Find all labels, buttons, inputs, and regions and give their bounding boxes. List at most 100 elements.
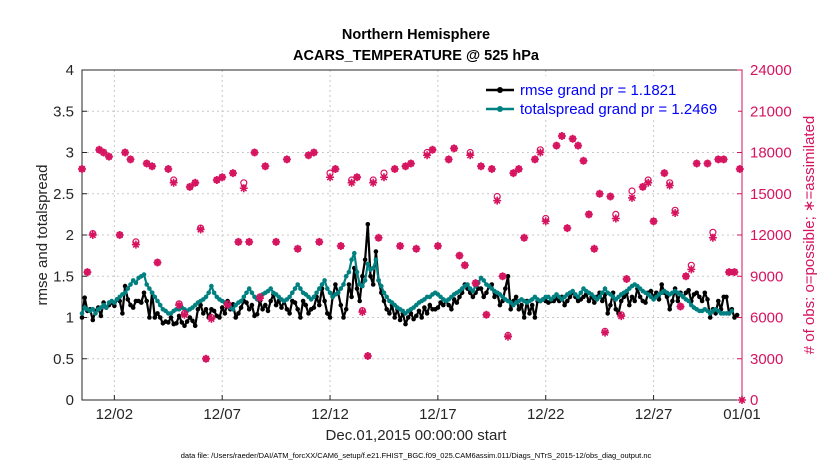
- data-point-totalspread: [209, 283, 214, 289]
- marker-obs-assimilated: [250, 148, 259, 157]
- data-point-totalspread: [360, 283, 365, 289]
- data-point-rmse: [120, 311, 125, 316]
- data-point-rmse: [481, 294, 487, 300]
- data-point-totalspread: [125, 286, 131, 291]
- data-point-rmse: [667, 307, 672, 312]
- data-point-rmse: [613, 307, 619, 312]
- left-tick-label: 0: [66, 392, 74, 409]
- data-point-totalspread: [338, 286, 344, 291]
- marker-obs-assimilated: [725, 268, 734, 277]
- data-point-rmse: [605, 311, 610, 316]
- marker-obs-assimilated: [121, 148, 130, 157]
- data-point-totalspread: [133, 280, 139, 286]
- series-obs-assimilated: [78, 132, 746, 404]
- data-point-rmse: [244, 300, 249, 305]
- data-point-rmse: [675, 298, 681, 304]
- data-point-rmse: [141, 290, 147, 296]
- data-point-rmse: [182, 323, 187, 329]
- data-point-totalspread: [311, 294, 317, 300]
- data-point-rmse: [503, 286, 508, 291]
- marker-obs-assimilated: [622, 275, 631, 283]
- marker-obs-assimilated: [579, 156, 588, 165]
- data-point-rmse: [562, 302, 567, 308]
- data-point-totalspread: [578, 290, 584, 296]
- data-point-totalspread: [144, 282, 149, 287]
- left-tick-label: 1: [66, 310, 74, 327]
- data-point-totalspread: [90, 307, 96, 312]
- marker-obs-assimilated: [557, 132, 566, 140]
- x-axis-label: Dec.01,2015 00:00:00 start: [326, 427, 508, 444]
- data-point-rmse: [516, 307, 522, 312]
- marker-obs-assimilated: [574, 141, 583, 150]
- marker-obs-assimilated: [374, 233, 383, 242]
- x-tick-label: 12/27: [635, 406, 673, 423]
- marker-obs-assimilated: [148, 162, 157, 171]
- data-point-rmse: [702, 290, 708, 296]
- data-point-rmse: [211, 308, 217, 314]
- marker-obs-assimilated: [541, 217, 550, 226]
- marker-obs-assimilated: [99, 148, 108, 157]
- data-point-totalspread: [729, 308, 735, 314]
- right-tick-label: 21000: [750, 103, 792, 120]
- right-tick-label: 6000: [750, 310, 783, 327]
- data-point-rmse: [441, 302, 446, 308]
- data-point-rmse: [618, 298, 624, 304]
- left-tick-label: 0.5: [53, 351, 74, 368]
- marker-obs-assimilated: [255, 294, 264, 303]
- data-point-rmse: [300, 298, 306, 304]
- left-tick-label: 3: [66, 145, 74, 162]
- data-point-rmse: [203, 307, 209, 312]
- data-point-rmse: [311, 305, 317, 310]
- data-point-rmse: [627, 302, 632, 308]
- marker-obs-assimilated: [304, 151, 313, 160]
- marker-obs-assimilated: [363, 352, 372, 360]
- marker-obs-assimilated: [493, 196, 502, 205]
- marker-obs-assimilated: [595, 189, 604, 198]
- marker-obs-assimilated: [212, 176, 221, 184]
- data-point-rmse: [357, 298, 363, 304]
- marker-obs-assimilated: [169, 178, 178, 187]
- data-point-totalspread: [470, 288, 476, 294]
- data-point-totalspread: [295, 282, 301, 287]
- data-point-rmse: [166, 320, 171, 325]
- data-point-rmse: [157, 315, 163, 320]
- data-point-totalspread: [465, 282, 470, 287]
- data-point-rmse: [263, 302, 268, 308]
- data-point-rmse: [470, 294, 476, 300]
- data-point-totalspread: [319, 282, 325, 287]
- data-point-rmse: [424, 311, 430, 316]
- data-point-rmse: [521, 315, 527, 320]
- data-point-rmse: [519, 302, 524, 308]
- data-point-totalspread: [373, 257, 379, 263]
- data-point-totalspread: [379, 283, 384, 289]
- data-point-rmse: [79, 315, 85, 320]
- marker-obs-assimilated: [131, 240, 140, 249]
- marker-obs-assimilated: [326, 173, 335, 182]
- marker-obs-assimilated: [601, 328, 610, 337]
- data-point-rmse: [346, 282, 352, 287]
- marker-obs-assimilated: [708, 233, 717, 242]
- marker-obs-assimilated: [676, 302, 685, 311]
- marker-obs-possible: [628, 187, 636, 195]
- chart-title-line2: ACARS_TEMPERATURE @ 525 hPa: [293, 48, 540, 64]
- data-point-rmse: [303, 302, 309, 308]
- right-tick-label: 0: [750, 392, 758, 409]
- marker-obs-assimilated: [126, 155, 135, 164]
- data-point-rmse: [195, 307, 201, 312]
- marker-obs-assimilated: [584, 210, 593, 219]
- data-point-rmse: [370, 282, 376, 287]
- data-point-rmse: [707, 315, 713, 320]
- marker-obs-assimilated: [185, 182, 194, 191]
- data-point-rmse: [201, 311, 206, 316]
- data-point-totalspread: [287, 294, 292, 300]
- legend-marker-totalspread: [497, 106, 503, 112]
- data-point-rmse: [397, 317, 403, 323]
- marker-obs-assimilated: [272, 237, 281, 246]
- x-axis-ticks: 12/02 12/07 12/12 12/17 12/22 12/27 01/01: [96, 395, 761, 423]
- data-point-totalspread: [575, 294, 581, 300]
- data-point-totalspread: [597, 294, 602, 300]
- data-point-rmse: [190, 318, 195, 324]
- left-tick-label: 2.5: [53, 186, 74, 203]
- series-layer: [78, 132, 746, 404]
- marker-obs-assimilated: [638, 182, 647, 191]
